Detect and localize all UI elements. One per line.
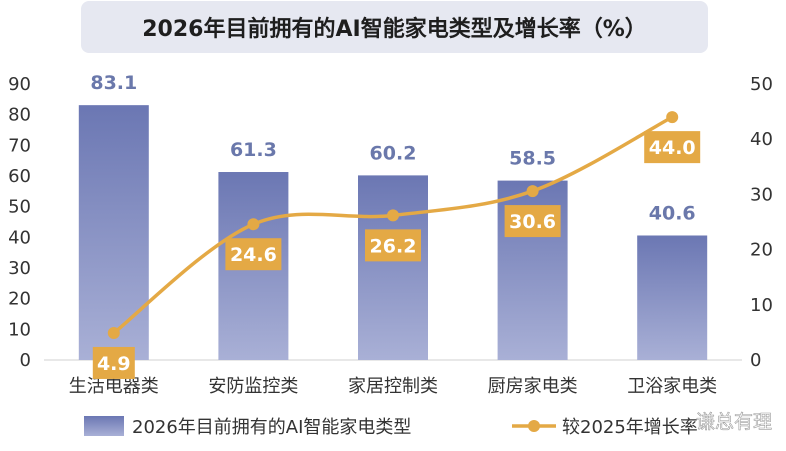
left-axis-tick: 60 (8, 166, 31, 187)
growth-data-label: 44.0 (649, 137, 696, 159)
growth-label-box (644, 131, 701, 164)
legend-line-label: 较2025年增长率 (562, 417, 698, 438)
growth-data-label: 24.6 (230, 244, 277, 266)
left-axis-tick: 90 (8, 74, 31, 95)
left-axis-tick: 10 (8, 319, 31, 340)
growth-point (107, 326, 120, 339)
growth-label-box (365, 229, 421, 262)
growth-label-box (504, 205, 561, 238)
growth-data-label: 30.6 (509, 211, 556, 233)
category-label: 家居控制类 (348, 376, 438, 397)
right-axis-tick: 0 (750, 350, 761, 371)
category-label: 生活电器类 (69, 376, 159, 397)
left-axis-tick: 50 (8, 197, 31, 218)
growth-label-box (225, 238, 282, 271)
legend-line-marker (528, 420, 540, 432)
right-axis-tick: 30 (750, 184, 773, 205)
bar-data-label: 61.3 (230, 139, 277, 161)
watermark: 谦总有理 (696, 411, 772, 433)
right-axis-tick: 50 (750, 74, 773, 95)
bar-data-label: 58.5 (509, 148, 556, 170)
growth-label-box (92, 346, 135, 379)
category-label: 安防监控类 (208, 376, 298, 397)
right-axis-tick: 20 (750, 240, 773, 261)
chart-title-box: 2026年目前拥有的AI智能家电类型及增长率（%） (81, 1, 708, 53)
bar (358, 175, 428, 360)
growth-point (666, 111, 679, 124)
legend-bar-label: 2026年目前拥有的AI智能家电类型 (132, 417, 411, 438)
category-label: 卫浴家电类 (627, 376, 717, 397)
right-axis-tick: 40 (750, 129, 773, 150)
bar-data-label: 40.6 (649, 202, 696, 224)
left-axis-tick: 0 (20, 350, 31, 371)
growth-point (387, 209, 399, 222)
growth-point (526, 185, 539, 198)
growth-data-label: 26.2 (370, 235, 417, 257)
bar (637, 235, 708, 360)
bar (78, 105, 149, 360)
left-axis-tick: 70 (8, 135, 31, 156)
growth-data-label: 4.9 (97, 353, 131, 375)
legend-bar-swatch (84, 416, 124, 436)
left-axis-tick: 30 (8, 258, 31, 279)
left-axis-tick: 80 (8, 105, 31, 126)
chart-title: 2026年目前拥有的AI智能家电类型及增长率（%） (142, 17, 647, 42)
growth-point (247, 218, 260, 231)
left-axis-tick: 20 (8, 289, 31, 310)
bar-data-label: 60.2 (370, 142, 417, 164)
category-label: 厨房家电类 (488, 376, 578, 397)
left-axis-tick: 40 (8, 227, 31, 248)
right-axis-tick: 10 (750, 295, 773, 316)
bar-data-label: 83.1 (90, 72, 137, 94)
